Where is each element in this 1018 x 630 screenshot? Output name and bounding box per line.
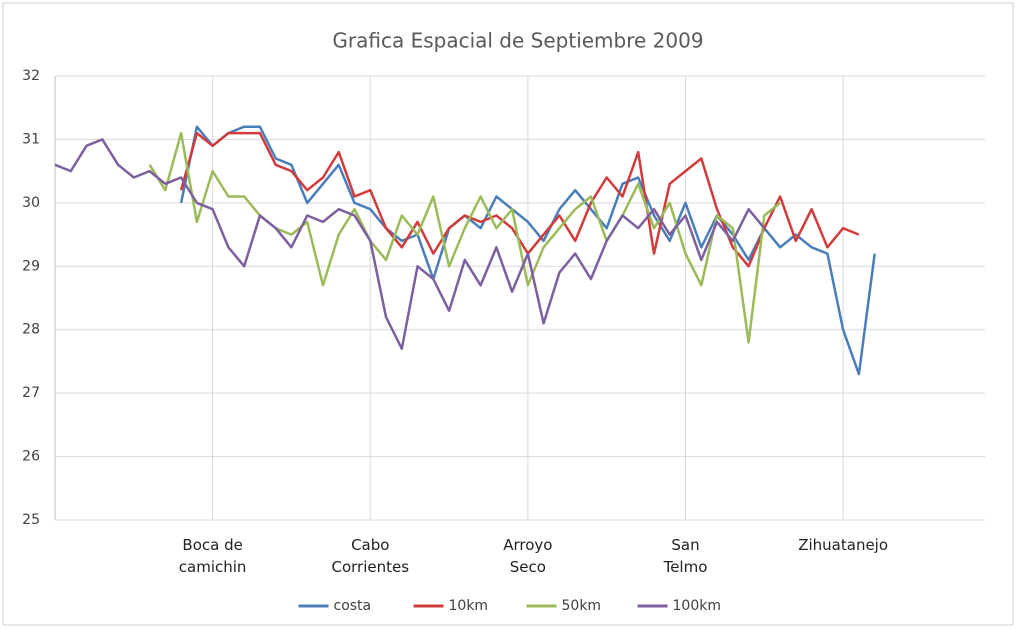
legend-label: 100km — [673, 598, 721, 614]
x-tick-label: Zihuatanejo — [798, 536, 889, 554]
chart-title: Grafica Espacial de Septiembre 2009 — [332, 29, 703, 53]
x-tick-label: Cabo Corrientes — [331, 536, 410, 576]
series-line — [54, 138, 766, 350]
x-tick-label: Arroyo Seco — [503, 536, 553, 576]
legend-label: 10km — [449, 598, 489, 614]
y-tick-label: 25 — [22, 512, 40, 528]
y-tick-label: 28 — [22, 322, 40, 338]
legend-label: 50km — [562, 598, 602, 614]
y-tick-label: 31 — [22, 131, 40, 147]
y-tick-label: 29 — [22, 258, 40, 274]
x-tick-label: San Telmo — [663, 536, 708, 576]
y-tick-label: 26 — [22, 449, 40, 465]
series-line — [148, 131, 781, 344]
y-tick-label: 32 — [22, 68, 40, 84]
series-line — [179, 131, 860, 268]
legend-label: costa — [334, 598, 372, 614]
y-tick-label: 27 — [22, 385, 40, 401]
x-tick-label: Boca de camichin — [178, 536, 247, 576]
y-tick-label: 30 — [22, 195, 40, 211]
